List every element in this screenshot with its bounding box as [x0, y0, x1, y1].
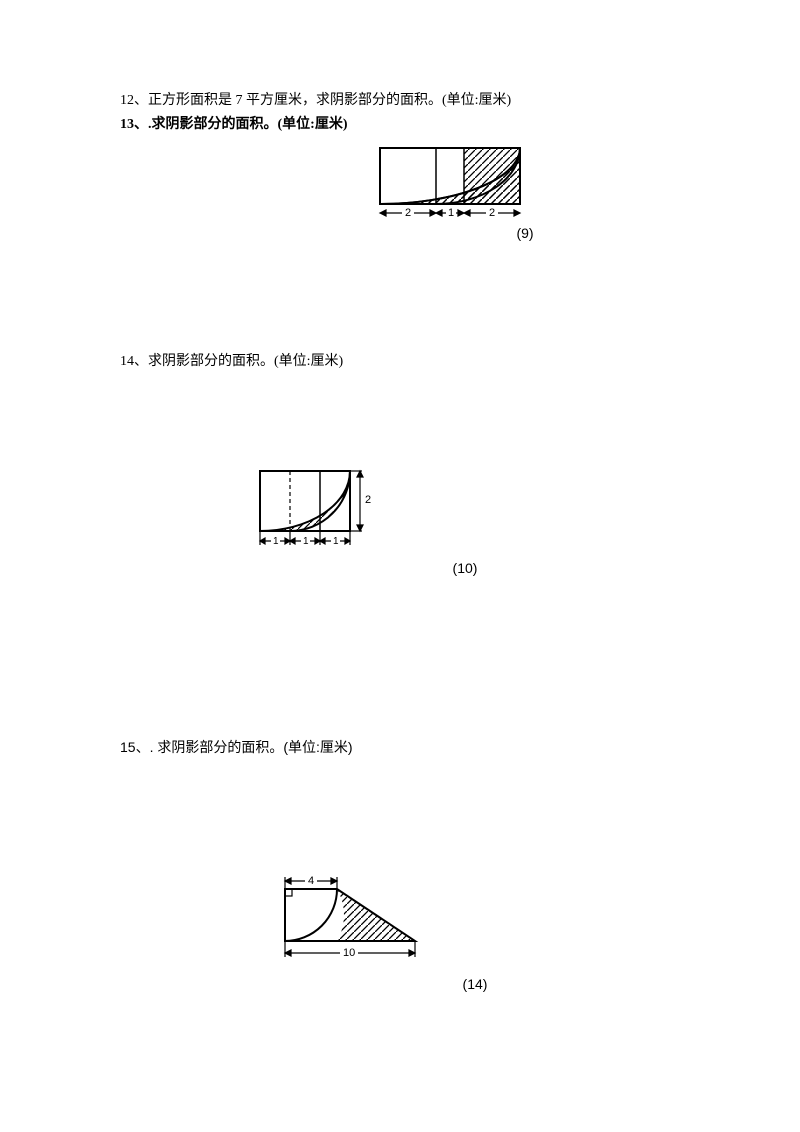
question-15: 15、. 求阴影部分的面积。(单位:厘米): [120, 736, 680, 758]
figure-9-label: (9): [370, 225, 680, 241]
figure-10: 2 1 1 1 (10): [250, 463, 680, 576]
fig9-dim-right: 2: [489, 207, 495, 219]
figure-10-label: (10): [250, 560, 680, 576]
question-13: 13、.求阴影部分的面积。(单位:厘米): [120, 114, 680, 136]
question-12: 12、正方形面积是 7 平方厘米，求阴影部分的面积。(单位:厘米): [120, 90, 680, 112]
figure-9-svg: 2 1 2: [370, 143, 530, 223]
fig9-dim-mid: 1: [448, 207, 454, 219]
fig10-dim-b2: 1: [303, 536, 309, 547]
fig9-dim-left: 2: [405, 207, 411, 219]
figure-14-svg: 4 10: [270, 869, 440, 974]
figure-14: 4 10 (14): [270, 869, 680, 992]
fig14-dim-top: 4: [308, 875, 314, 887]
figure-14-label: (14): [270, 976, 680, 992]
question-14: 14、求阴影部分的面积。(单位:厘米): [120, 351, 680, 373]
fig10-dim-b3: 1: [333, 536, 339, 547]
figure-10-svg: 2 1 1 1: [250, 463, 390, 558]
fig10-dim-right: 2: [365, 494, 371, 506]
fig10-dim-b1: 1: [273, 536, 279, 547]
figure-9: 2 1 2 (9): [370, 143, 680, 241]
fig14-dim-bottom: 10: [343, 947, 355, 959]
